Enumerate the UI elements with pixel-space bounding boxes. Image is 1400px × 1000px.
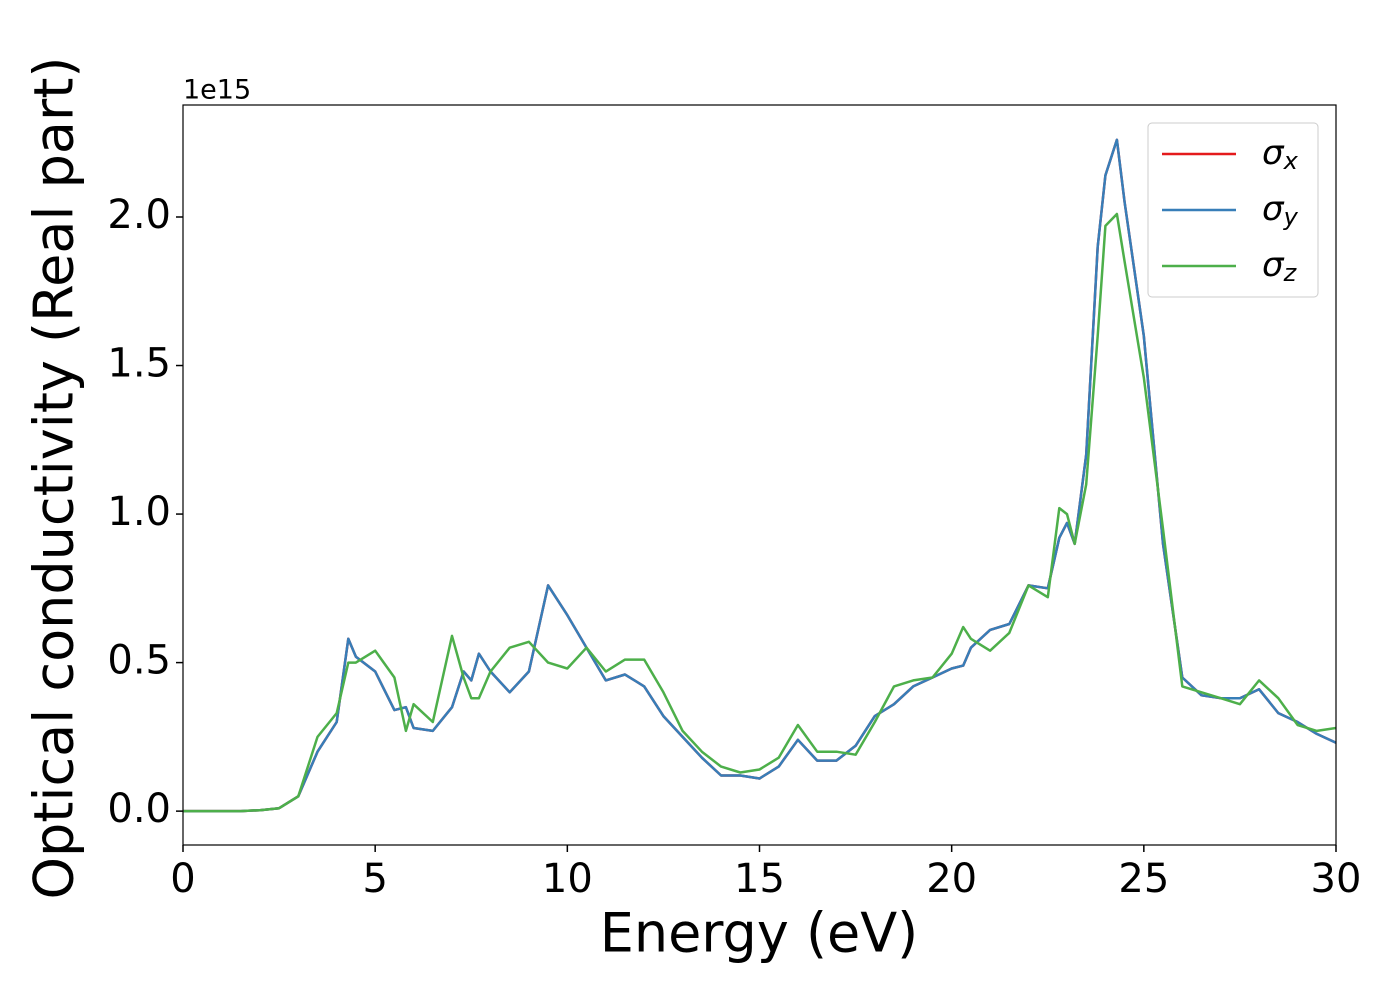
- x-tick-label: 5: [362, 856, 387, 902]
- x-tick-label: 30: [1311, 856, 1362, 902]
- x-tick-label: 25: [1118, 856, 1169, 902]
- y-tick-label: 0.5: [107, 638, 171, 684]
- x-tick-label: 15: [734, 856, 785, 902]
- y-tick-label: 1.5: [107, 341, 171, 387]
- x-tick-label: 10: [542, 856, 593, 902]
- series-line: [183, 138, 1336, 813]
- legend-label: σy: [1262, 189, 1299, 232]
- plot-frame: [182, 104, 1337, 846]
- legend-label: σz: [1262, 245, 1298, 288]
- y-tick-label: 0.0: [107, 786, 171, 832]
- y-tick-label: 2.0: [107, 192, 171, 238]
- series-line: [183, 212, 1336, 813]
- x-tick-label: 0: [170, 856, 195, 902]
- legend-label: σx: [1262, 133, 1299, 176]
- legend: σx σy σz: [1147, 122, 1319, 298]
- x-axis-label: Energy (eV): [600, 902, 919, 965]
- y-tick-label: 1.0: [107, 489, 171, 535]
- y-axis-label: Optical conductivity (Real part): [23, 57, 86, 900]
- x-tick-label: 20: [926, 856, 977, 902]
- y-offset-label: 1e15: [183, 75, 251, 106]
